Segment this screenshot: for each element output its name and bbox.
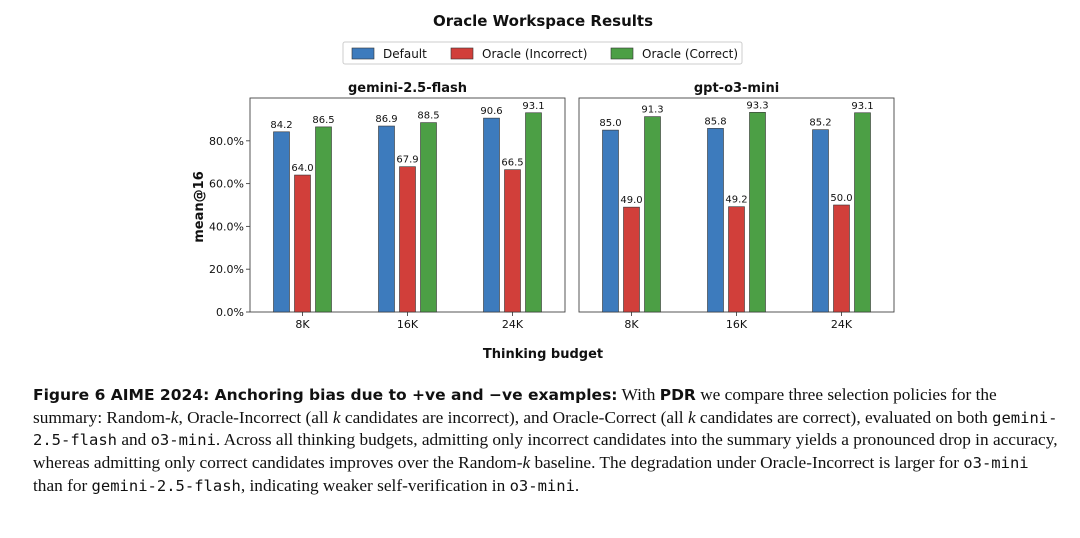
caption-math-k: k [170, 407, 179, 427]
bar-value-label: 50.0 [830, 193, 852, 204]
bar-oracle-correct [525, 112, 542, 313]
x-tick-label: 8K [624, 318, 639, 331]
caption-text: . [574, 475, 580, 495]
panel-gpt-o3-mini: gpt-o3-mini 8K 85.0 49.0 91.3 16K 85.8 49.2 93.3… [578, 81, 895, 331]
bar-value-label: 67.9 [396, 155, 418, 166]
caption-text: . Across all thinking budgets, admitting… [33, 430, 1058, 473]
caption-model-name: o3-mini [509, 476, 575, 495]
bar-value-label: 88.5 [417, 111, 439, 122]
caption-text: candidates are correct), evaluated on bo… [695, 407, 993, 427]
caption-model-name: o3-mini [963, 454, 1029, 473]
caption-text: than for [33, 475, 92, 495]
legend-swatch-default [351, 47, 375, 60]
legend-frame [342, 41, 743, 65]
panel-title-gemini-2-5-flash: gemini-2.5-flash [348, 81, 467, 96]
bar-default [812, 129, 829, 313]
caption-model-name: gemini-2.5-flash [91, 476, 241, 495]
legend-swatch-oracle-correct [610, 47, 634, 60]
bar-value-label: 85.0 [599, 118, 621, 129]
caption-text: and [117, 430, 151, 450]
panel-title-gpt-o3-mini: gpt-o3-mini [694, 81, 779, 96]
bar-value-label: 49.2 [725, 195, 747, 206]
legend-label-oracle-correct: Oracle (Correct) [642, 47, 738, 61]
y-tick-label: 0.0% [216, 306, 244, 319]
bar-default [602, 129, 619, 313]
x-tick-label: 24K [502, 318, 524, 331]
bar-value-label: 90.6 [480, 106, 502, 117]
x-tick-label: 24K [831, 318, 853, 331]
bar-default [483, 117, 500, 313]
bar-value-label: 64.0 [291, 163, 313, 174]
y-tick-label: 40.0% [209, 220, 244, 233]
bar-oracle-correct [644, 116, 661, 313]
panel-gemini-2-5-flash: gemini-2.5-flash 0.0% 20.0% 40.0% 60.0% 80.0%… [209, 81, 566, 331]
bar-value-label: 93.1 [851, 101, 873, 112]
x-tick-label: 16K [726, 318, 748, 331]
legend-swatch-oracle-incorrect [450, 47, 474, 60]
bar-oracle-incorrect [623, 206, 640, 313]
bar-oracle-incorrect [504, 169, 521, 313]
bar-value-label: 93.3 [746, 100, 768, 111]
bar-value-label: 66.5 [501, 158, 523, 169]
bar-value-label: 86.9 [375, 114, 397, 125]
y-axis-label: mean@16 [192, 171, 207, 242]
bar-oracle-correct [315, 126, 332, 313]
caption-text: we compare three selection policies for … [33, 385, 997, 427]
bar-oracle-correct [749, 112, 766, 313]
caption-text: baseline. The degradation under Oracle-I… [530, 453, 964, 473]
bar-default [378, 125, 395, 313]
bar-oracle-incorrect [728, 206, 745, 313]
bar-value-label: 93.1 [522, 101, 544, 112]
bar-oracle-incorrect [833, 204, 850, 313]
bar-value-label: 91.3 [641, 105, 663, 116]
bar-value-label: 85.8 [704, 116, 726, 127]
caption-label: Figure 6 AIME 2024: Anchoring bias due t… [33, 386, 618, 404]
bar-value-label: 85.2 [809, 118, 831, 129]
x-tick-label: 8K [295, 318, 310, 331]
caption-model-name: gemini-2.5-flash [33, 408, 1058, 450]
legend-label-oracle-incorrect: Oracle (Incorrect) [482, 47, 587, 61]
caption-math-k: k [687, 407, 696, 427]
caption-text: With [617, 385, 660, 404]
bar-value-label: 49.0 [620, 195, 642, 206]
bar-value-label: 86.5 [312, 115, 334, 126]
x-tick-label: 16K [397, 318, 419, 331]
y-tick-label: 60.0% [209, 178, 244, 191]
x-axis-label: Thinking budget [483, 347, 603, 362]
bar-default [273, 131, 290, 313]
y-tick-label: 20.0% [209, 263, 244, 276]
caption-math-k: k [522, 453, 531, 473]
bar-default [707, 128, 724, 313]
legend-label-default: Default [383, 47, 427, 61]
figure-caption: Figure 6 AIME 2024: Anchoring bias due t… [33, 384, 1058, 498]
caption-text: , indicating weaker self-verification in [240, 475, 510, 495]
bar-value-label: 84.2 [270, 120, 292, 131]
figure-chart: Oracle Workspace Results Default Oracle … [192, 12, 895, 362]
legend: Default Oracle (Incorrect) Oracle (Corre… [342, 41, 743, 65]
caption-math-k: k [332, 407, 341, 427]
chart-title: Oracle Workspace Results [433, 12, 653, 30]
bar-oracle-correct [420, 122, 437, 313]
bar-oracle-incorrect [294, 174, 311, 313]
caption-pdr: PDR [659, 386, 696, 404]
bar-oracle-incorrect [399, 166, 416, 313]
bar-oracle-correct [854, 112, 871, 313]
caption-text: candidates are incorrect), and Oracle-Co… [340, 407, 688, 427]
caption-text: , Oracle-Incorrect (all [178, 407, 333, 427]
y-tick-label: 80.0% [209, 135, 244, 148]
caption-model-name: o3-mini [150, 431, 216, 450]
